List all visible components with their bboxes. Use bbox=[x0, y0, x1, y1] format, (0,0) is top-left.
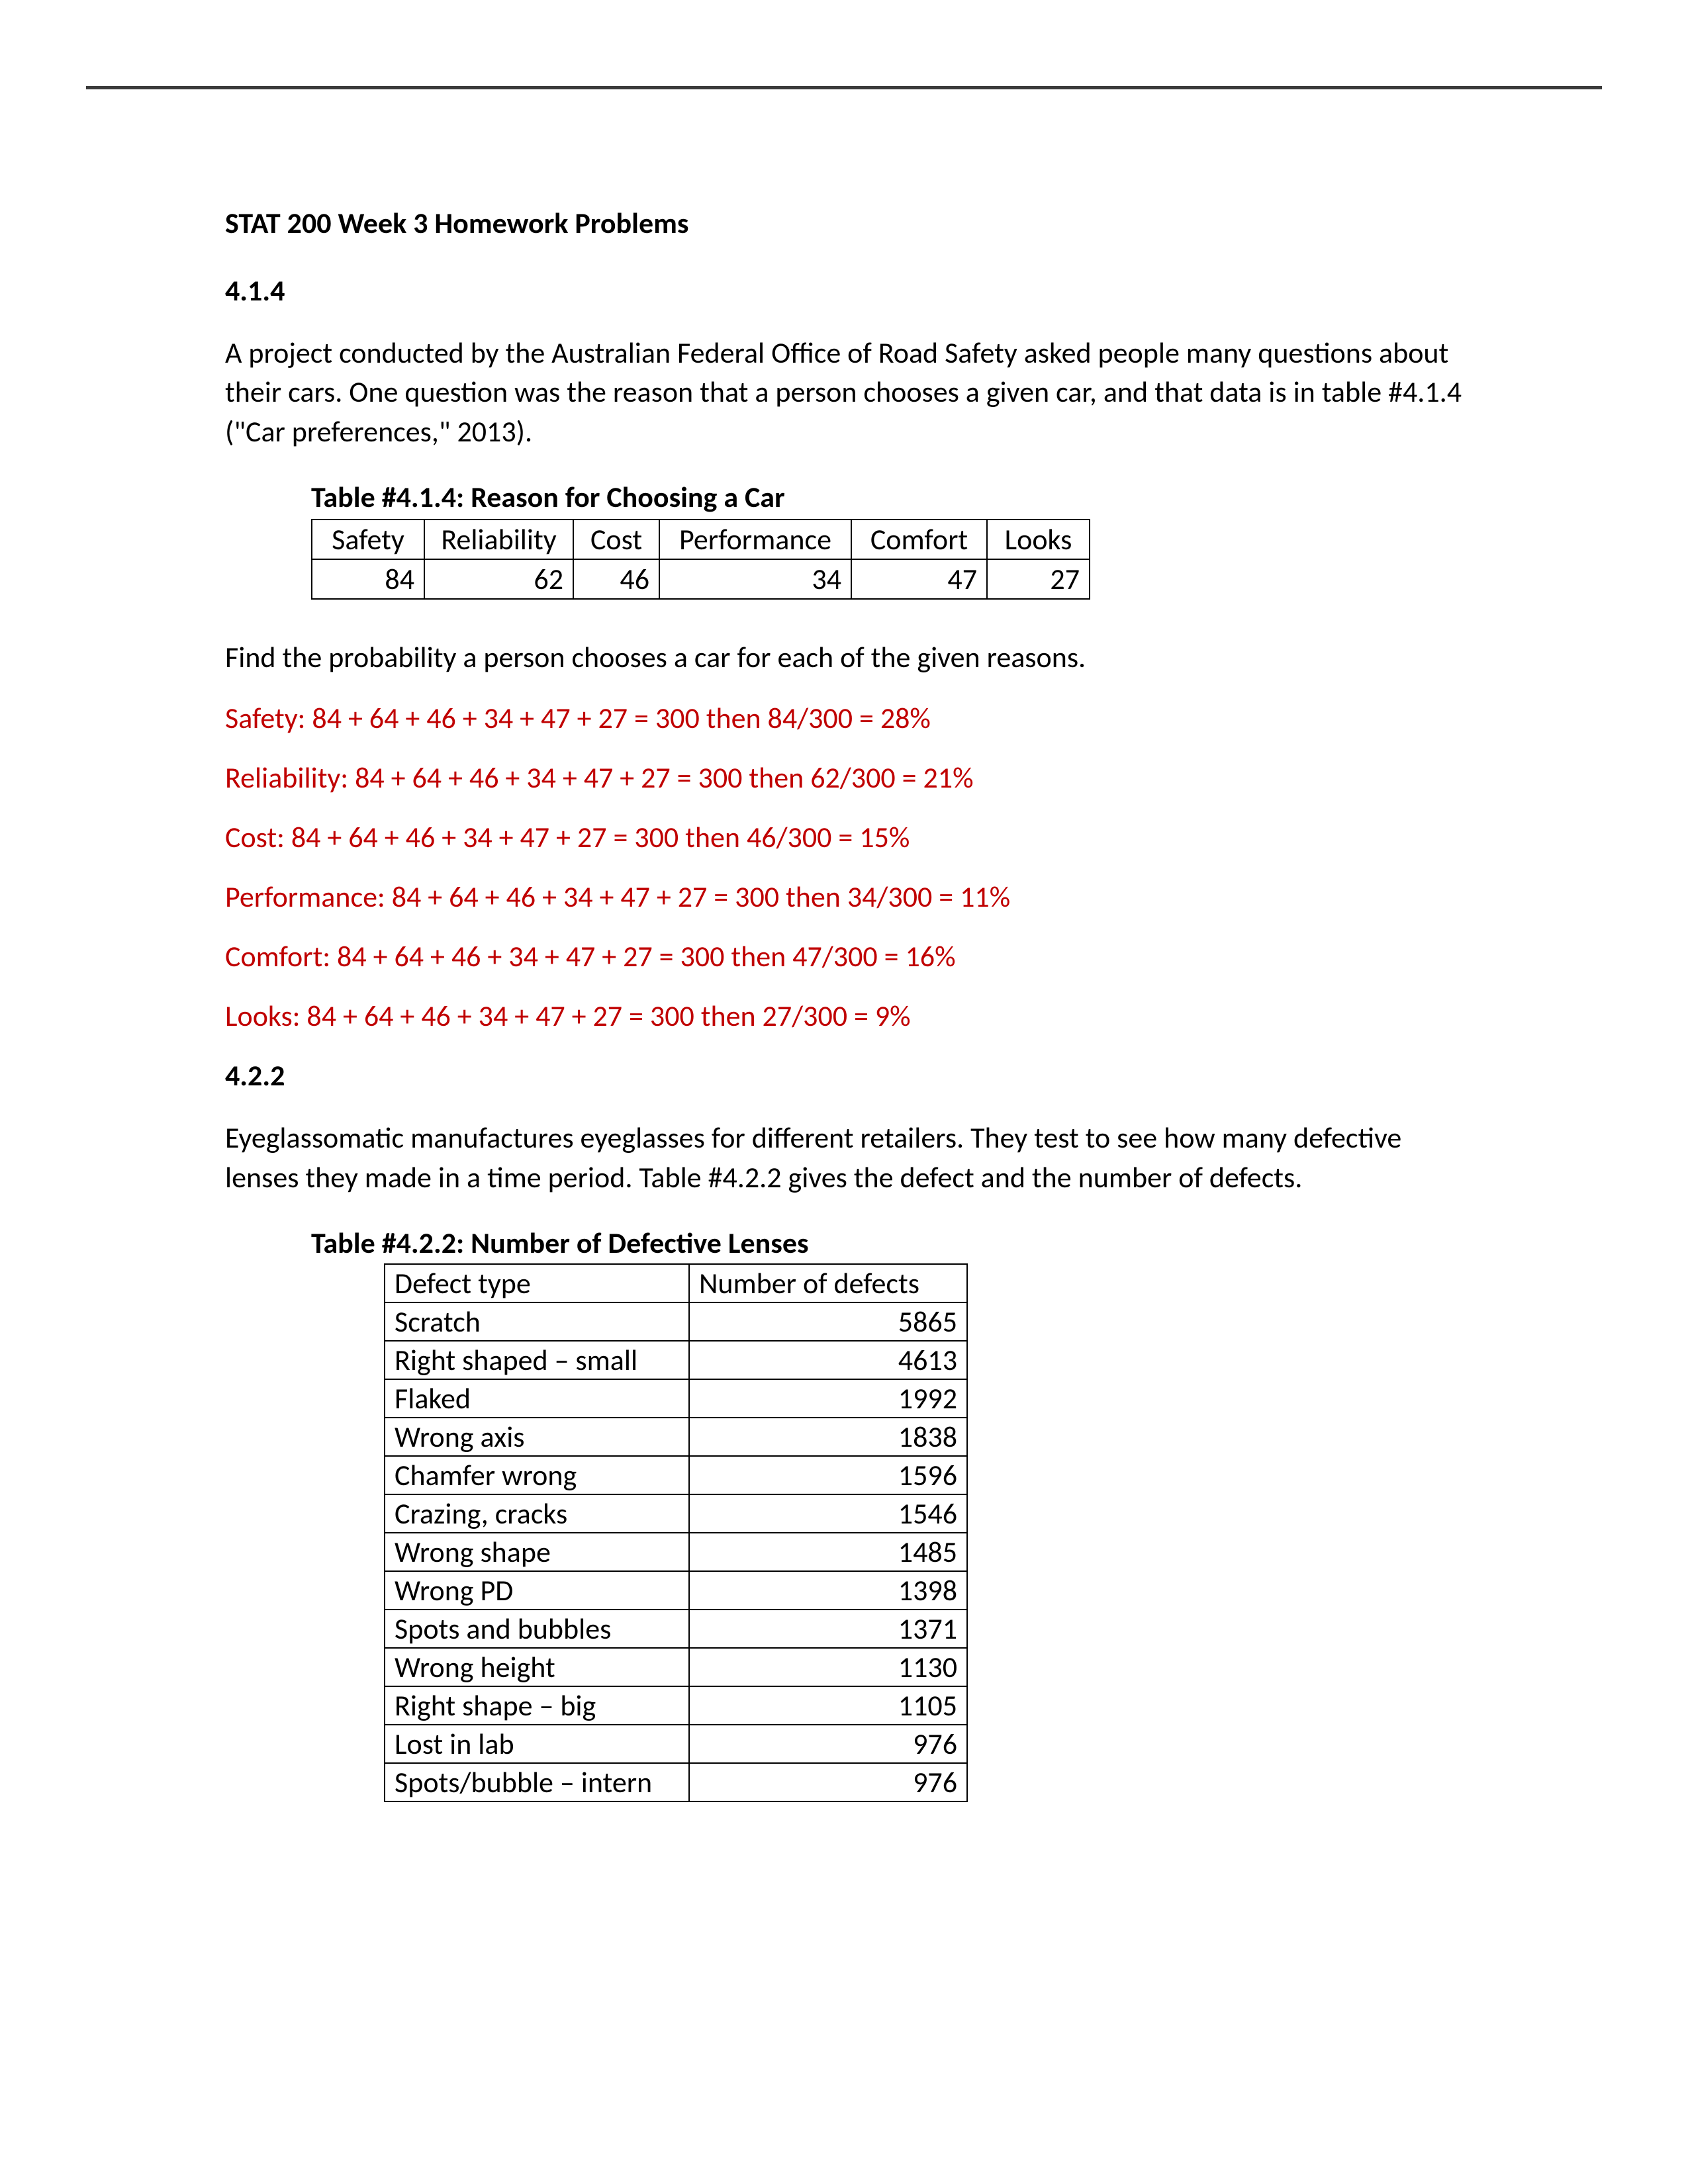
answer-line: Cost: 84 + 64 + 46 + 34 + 47 + 27 = 300 … bbox=[225, 819, 1463, 855]
table-cell: Lost in lab bbox=[385, 1725, 689, 1763]
section1-question: Find the probability a person chooses a … bbox=[225, 639, 1463, 675]
table-row: 84 62 46 34 47 27 bbox=[312, 559, 1090, 599]
table-defective-lenses: Defect type Number of defects Scratch586… bbox=[384, 1263, 968, 1802]
table-row: Lost in lab976 bbox=[385, 1725, 967, 1763]
document-title: STAT 200 Week 3 Homework Problems bbox=[225, 205, 1463, 241]
document-page: STAT 200 Week 3 Homework Problems 4.1.4 … bbox=[0, 0, 1688, 2184]
table-row: Wrong height1130 bbox=[385, 1648, 967, 1686]
section-number-2: 4.2.2 bbox=[225, 1058, 1463, 1093]
table-cell: Wrong height bbox=[385, 1648, 689, 1686]
table-cell: 1992 bbox=[689, 1379, 967, 1418]
table-row: Chamfer wrong1596 bbox=[385, 1456, 967, 1494]
table-cell: 1485 bbox=[689, 1533, 967, 1571]
section2-paragraph: Eyeglassomatic manufactures eyeglasses f… bbox=[225, 1118, 1463, 1197]
table-cell: 62 bbox=[424, 559, 573, 599]
table-cell: Flaked bbox=[385, 1379, 689, 1418]
table-header: Performance bbox=[659, 520, 851, 559]
table-cell: Crazing, cracks bbox=[385, 1494, 689, 1533]
table-cell: Spots and bubbles bbox=[385, 1610, 689, 1648]
table-header: Looks bbox=[987, 520, 1090, 559]
table-row: Wrong axis1838 bbox=[385, 1418, 967, 1456]
table-row: Right shape – big1105 bbox=[385, 1686, 967, 1725]
table-cell: Right shape – big bbox=[385, 1686, 689, 1725]
table-cell: Right shaped – small bbox=[385, 1341, 689, 1379]
table-header: Number of defects bbox=[689, 1264, 967, 1302]
table-header: Defect type bbox=[385, 1264, 689, 1302]
table-cell: Chamfer wrong bbox=[385, 1456, 689, 1494]
table-header: Reliability bbox=[424, 520, 573, 559]
table-cell: 1371 bbox=[689, 1610, 967, 1648]
table-row: Flaked1992 bbox=[385, 1379, 967, 1418]
header-rule bbox=[86, 86, 1602, 89]
table-cell: 976 bbox=[689, 1725, 967, 1763]
table-cell: 1546 bbox=[689, 1494, 967, 1533]
table-cell: 34 bbox=[659, 559, 851, 599]
section1-paragraph: A project conducted by the Australian Fe… bbox=[225, 334, 1463, 451]
table-cell: 1130 bbox=[689, 1648, 967, 1686]
table-cell: 46 bbox=[573, 559, 659, 599]
table-row: Wrong shape1485 bbox=[385, 1533, 967, 1571]
table-row: Defect type Number of defects bbox=[385, 1264, 967, 1302]
content-area: STAT 200 Week 3 Homework Problems 4.1.4 … bbox=[225, 205, 1463, 1802]
answer-line: Performance: 84 + 64 + 46 + 34 + 47 + 27… bbox=[225, 879, 1463, 915]
table-cell: 47 bbox=[851, 559, 987, 599]
table-row: Spots/bubble – intern976 bbox=[385, 1763, 967, 1801]
table-cell: Spots/bubble – intern bbox=[385, 1763, 689, 1801]
table-row: Scratch5865 bbox=[385, 1302, 967, 1341]
table-row: Crazing, cracks1546 bbox=[385, 1494, 967, 1533]
table-cell: Wrong PD bbox=[385, 1571, 689, 1610]
table1-caption: Table #4.1.4: Reason for Choosing a Car bbox=[311, 479, 1463, 515]
answer-line: Comfort: 84 + 64 + 46 + 34 + 47 + 27 = 3… bbox=[225, 938, 1463, 974]
table-cell: 976 bbox=[689, 1763, 967, 1801]
table-cell: Wrong shape bbox=[385, 1533, 689, 1571]
section-number-1: 4.1.4 bbox=[225, 273, 1463, 308]
table-row: Spots and bubbles1371 bbox=[385, 1610, 967, 1648]
answer-line: Safety: 84 + 64 + 46 + 34 + 47 + 27 = 30… bbox=[225, 700, 1463, 736]
table-cell: 4613 bbox=[689, 1341, 967, 1379]
table-cell: 5865 bbox=[689, 1302, 967, 1341]
table-cell: 1398 bbox=[689, 1571, 967, 1610]
table-cell: 1105 bbox=[689, 1686, 967, 1725]
table-car-reasons: Safety Reliability Cost Performance Comf… bbox=[311, 519, 1090, 600]
table2-caption: Table #4.2.2: Number of Defective Lenses bbox=[311, 1225, 1463, 1261]
table-cell: Scratch bbox=[385, 1302, 689, 1341]
table-header: Cost bbox=[573, 520, 659, 559]
table-row: Safety Reliability Cost Performance Comf… bbox=[312, 520, 1090, 559]
table-row: Wrong PD1398 bbox=[385, 1571, 967, 1610]
table-cell: Wrong axis bbox=[385, 1418, 689, 1456]
table-cell: 1838 bbox=[689, 1418, 967, 1456]
table-cell: 84 bbox=[312, 559, 424, 599]
table-cell: 1596 bbox=[689, 1456, 967, 1494]
table-header: Safety bbox=[312, 520, 424, 559]
table-cell: 27 bbox=[987, 559, 1090, 599]
table-header: Comfort bbox=[851, 520, 987, 559]
table-row: Right shaped – small4613 bbox=[385, 1341, 967, 1379]
answer-line: Looks: 84 + 64 + 46 + 34 + 47 + 27 = 300… bbox=[225, 998, 1463, 1034]
answer-line: Reliability: 84 + 64 + 46 + 34 + 47 + 27… bbox=[225, 760, 1463, 796]
